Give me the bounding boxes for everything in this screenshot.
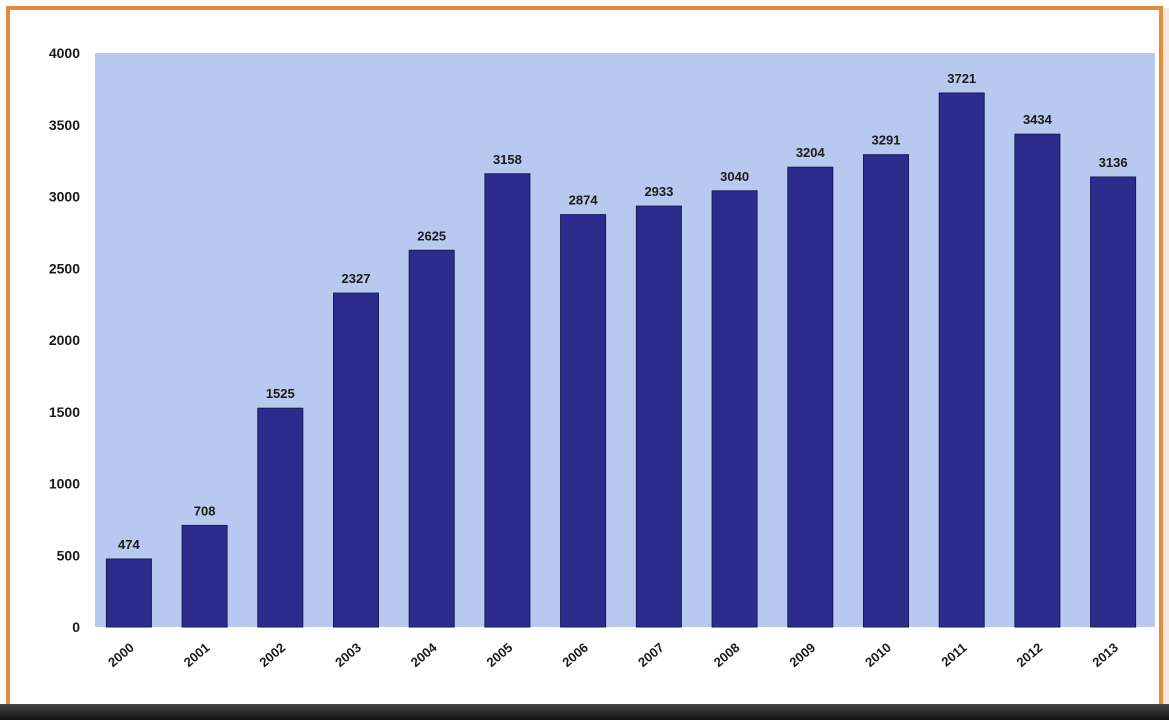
data-label-2007: 2933	[644, 184, 673, 199]
bar-2006	[560, 214, 607, 628]
plot-area	[95, 53, 1155, 627]
x-tick-label-2003: 2003	[332, 640, 364, 670]
data-label-2005: 3158	[493, 152, 522, 167]
y-tick-label: 2500	[49, 260, 80, 276]
data-labels-group: 474 708 1525 2327 2625 3158 2874 2933 3040 3204 32…	[118, 71, 1128, 552]
x-tick-label-2010: 2010	[862, 640, 894, 670]
bar-2010	[863, 154, 909, 628]
frame-shadow-right	[1163, 8, 1169, 720]
x-tick-label-2002: 2002	[256, 640, 288, 670]
bar-2008	[711, 190, 758, 628]
bar-2004	[408, 249, 455, 628]
data-label-2009: 3204	[796, 145, 826, 160]
data-label-2003: 2327	[342, 271, 371, 286]
x-tick-label-2004: 2004	[408, 639, 440, 670]
x-axis: 2000 2001 2002 2003 2004 2005 2006 2007 2008 2009…	[105, 639, 1121, 670]
x-tick-label-2011: 2011	[938, 640, 969, 670]
data-label-2013: 3136	[1099, 155, 1128, 170]
bar-chart: 0 500 1000 1500 2000 2500 3000 3500 4000 474 708 1…	[49, 45, 1155, 670]
x-tick-label-2005: 2005	[484, 640, 516, 670]
bar-2012	[1014, 133, 1061, 628]
data-label-2002: 1525	[266, 386, 295, 401]
y-tick-label: 1500	[49, 404, 80, 420]
y-tick-label: 1000	[49, 476, 80, 492]
x-tick-label-2006: 2006	[559, 640, 591, 670]
bar-2009	[787, 166, 834, 628]
x-tick-label-2008: 2008	[711, 640, 743, 670]
x-tick-label-2001: 2001	[181, 640, 213, 670]
data-label-2010: 3291	[872, 133, 901, 148]
y-tick-label: 500	[57, 547, 81, 563]
bar-2003	[333, 292, 379, 628]
bar-2001	[181, 524, 228, 628]
bar-2002	[257, 407, 304, 628]
y-tick-label: 3500	[49, 117, 80, 133]
y-tick-label: 2000	[49, 332, 80, 348]
data-label-2004: 2625	[417, 228, 446, 243]
bar-2000	[105, 558, 152, 628]
data-label-2011: 3721	[947, 71, 976, 86]
x-tick-label-2007: 2007	[635, 640, 667, 670]
data-label-2008: 3040	[720, 169, 749, 184]
x-tick-label-2012: 2012	[1014, 640, 1046, 670]
bar-2011	[938, 92, 985, 628]
x-tick-label-2009: 2009	[786, 640, 818, 670]
frame-shadow-bottom	[0, 704, 1169, 720]
x-tick-label-2013: 2013	[1089, 640, 1121, 670]
data-label-2000: 474	[118, 537, 140, 552]
bars-group	[105, 92, 1137, 628]
bar-2005	[484, 173, 531, 628]
x-tick-label-2000: 2000	[105, 640, 137, 670]
data-label-2006: 2874	[569, 193, 599, 208]
data-label-2001: 708	[194, 503, 216, 518]
bar-2013	[1090, 176, 1137, 628]
y-tick-label: 4000	[49, 45, 80, 61]
y-tick-label: 3000	[49, 189, 80, 205]
y-tick-label: 0	[72, 619, 80, 635]
data-label-2012: 3434	[1023, 112, 1053, 127]
bar-2007	[635, 205, 682, 628]
y-axis: 0 500 1000 1500 2000 2500 3000 3500 4000	[49, 45, 80, 635]
